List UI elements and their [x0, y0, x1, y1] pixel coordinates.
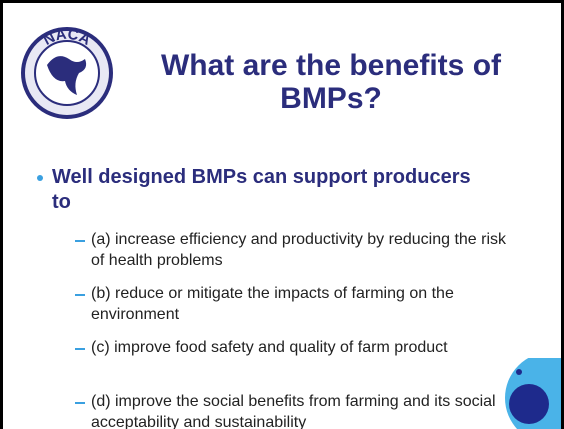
sub-marker — [75, 240, 85, 242]
sub-marker — [75, 294, 85, 296]
bullet-text: Well designed BMPs can support producers… — [52, 166, 471, 213]
title-line: BMPs? — [280, 82, 382, 115]
logo-land — [47, 56, 87, 95]
deco-circle — [509, 384, 549, 424]
sub-item: (b) reduce or mitigate the impacts of fa… — [91, 285, 454, 323]
deco-dot — [516, 369, 522, 375]
slide-title: What are the benefits of BMPs? — [121, 49, 541, 115]
sub-marker — [75, 348, 85, 350]
decoration — [505, 358, 561, 429]
sub-item: (a) increase efficiency and productivity… — [91, 231, 507, 269]
deco-dot — [509, 378, 513, 382]
logo: NACA — [21, 26, 113, 119]
sub-item: (c) improve food safety and quality of f… — [91, 339, 448, 356]
bullet-marker — [37, 175, 43, 181]
title-line: What are the benefits of — [160, 49, 502, 82]
sub-marker — [75, 402, 85, 404]
sub-item: (d) improve the social benefits from far… — [91, 393, 496, 429]
